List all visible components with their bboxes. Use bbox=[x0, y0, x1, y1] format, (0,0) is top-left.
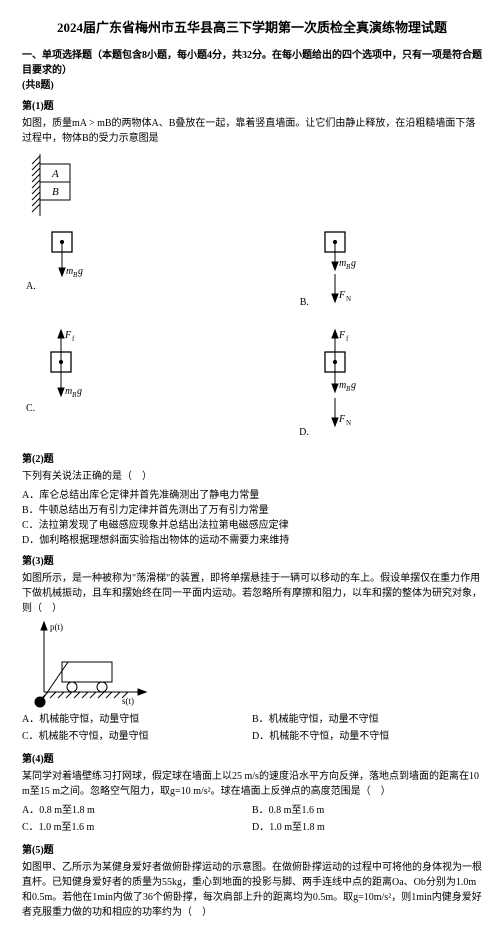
q2-opt-a: A．库仑总结出库仑定律并首先准确测出了静电力常量 bbox=[22, 488, 482, 503]
q1-option-d: D. Ff mBg FN bbox=[299, 320, 373, 440]
svg-text:g: g bbox=[77, 386, 82, 397]
q3-figure: p(t) s(t) bbox=[22, 620, 152, 710]
q1-option-b: B. mBg FN bbox=[300, 224, 373, 310]
q1-options-row1: A. mBg B. mBg FN bbox=[22, 224, 482, 316]
q3-opt-b: B．机械能守恒，动量不守恒 bbox=[252, 712, 482, 727]
q1-option-a: A. mBg bbox=[26, 224, 100, 294]
q2-label: 第(2)题 bbox=[22, 452, 482, 467]
svg-text:F: F bbox=[338, 290, 346, 301]
q1-option-c: C. Ff mBg bbox=[26, 320, 99, 416]
section-heading-text: 一、单项选择题（本题包含8小题，每小题4分，共32分。在每小题给出的四个选项中，… bbox=[22, 50, 482, 76]
q1-text: 如图，质量mA > mB的两物体A、B叠放在一起，靠着竖直墙面。让它们由静止释放… bbox=[22, 116, 482, 146]
q1-fig-b: mBg FN bbox=[313, 224, 373, 310]
q3-opt-c: C．机械能不守恒，动量守恒 bbox=[22, 729, 252, 744]
svg-text:g: g bbox=[78, 266, 83, 277]
section-sub: (共8题) bbox=[22, 80, 54, 91]
q1-fig-c: Ff mBg bbox=[39, 320, 99, 416]
svg-text:g: g bbox=[351, 380, 356, 391]
q1-fig-a: mBg bbox=[40, 224, 100, 294]
svg-text:F: F bbox=[338, 414, 346, 425]
q3-opt-a: A．机械能守恒，动量守恒 bbox=[22, 712, 252, 727]
svg-text:f: f bbox=[72, 335, 75, 343]
q4-options: A．0.8 m至1.8 m B．0.8 m至1.6 m C．1.0 m至1.6 … bbox=[22, 803, 482, 837]
q1-options-row2: C. Ff mBg D. Ff bbox=[22, 320, 482, 446]
svg-text:f: f bbox=[346, 335, 349, 343]
svg-text:B: B bbox=[52, 186, 59, 198]
q1-figure-wall: A B bbox=[22, 150, 92, 220]
opt-label: B. bbox=[300, 295, 309, 310]
opt-label: A. bbox=[26, 279, 36, 294]
q2-opt-c: C．法拉第发现了电磁感应现象并总结出法拉第电磁感应定律 bbox=[22, 518, 482, 533]
svg-text:N: N bbox=[346, 419, 351, 427]
svg-text:A: A bbox=[51, 168, 59, 180]
svg-text:s(t): s(t) bbox=[122, 696, 134, 706]
q4-text: 某同学对着墙壁练习打网球，假定球在墙面上以25 m/s的速度沿水平方向反弹，落地… bbox=[22, 769, 482, 799]
q4-label: 第(4)题 bbox=[22, 752, 482, 767]
svg-text:F: F bbox=[64, 330, 72, 341]
q1-label: 第(1)题 bbox=[22, 99, 482, 114]
q1-fig-d: Ff mBg FN bbox=[313, 320, 373, 440]
section-heading: 一、单项选择题（本题包含8小题，每小题4分，共32分。在每小题给出的四个选项中，… bbox=[22, 48, 482, 93]
q4-opt-c: C．1.0 m至1.6 m bbox=[22, 820, 252, 835]
svg-text:g: g bbox=[351, 258, 356, 269]
svg-text:p(t): p(t) bbox=[50, 622, 63, 632]
q2-text: 下列有关说法正确的是（ ） bbox=[22, 469, 482, 484]
svg-text:N: N bbox=[346, 295, 351, 303]
q2-opt-b: B．牛顿总结出万有引力定律并首先测出了万有引力常量 bbox=[22, 503, 482, 518]
q5-label: 第(5)题 bbox=[22, 843, 482, 858]
q2-opt-d: D．伽利略根据理想斜面实验指出物体的运动不需要力来维持 bbox=[22, 533, 482, 548]
page-title: 2024届广东省梅州市五华县高三下学期第一次质检全真演练物理试题 bbox=[22, 18, 482, 38]
q5-text: 如图甲、乙所示为某健身爱好者做俯卧撑运动的示意图。在做俯卧撑运动的过程中可将他的… bbox=[22, 860, 482, 920]
q3-opt-d: D．机械能不守恒，动量不守恒 bbox=[252, 729, 482, 744]
opt-label: D. bbox=[299, 425, 309, 440]
q4-opt-b: B．0.8 m至1.6 m bbox=[252, 803, 482, 818]
opt-label: C. bbox=[26, 401, 35, 416]
q4-opt-d: D．1.0 m至1.8 m bbox=[252, 820, 482, 835]
svg-text:F: F bbox=[338, 330, 346, 341]
q3-text: 如图所示，是一种被称为"荡滑梯"的装置，即将单摆悬挂于一辆可以移动的车上。假设单… bbox=[22, 571, 482, 616]
q4-opt-a: A．0.8 m至1.8 m bbox=[22, 803, 252, 818]
q3-options: A．机械能守恒，动量守恒 B．机械能守恒，动量不守恒 C．机械能不守恒，动量守恒… bbox=[22, 712, 482, 746]
q3-label: 第(3)题 bbox=[22, 554, 482, 569]
